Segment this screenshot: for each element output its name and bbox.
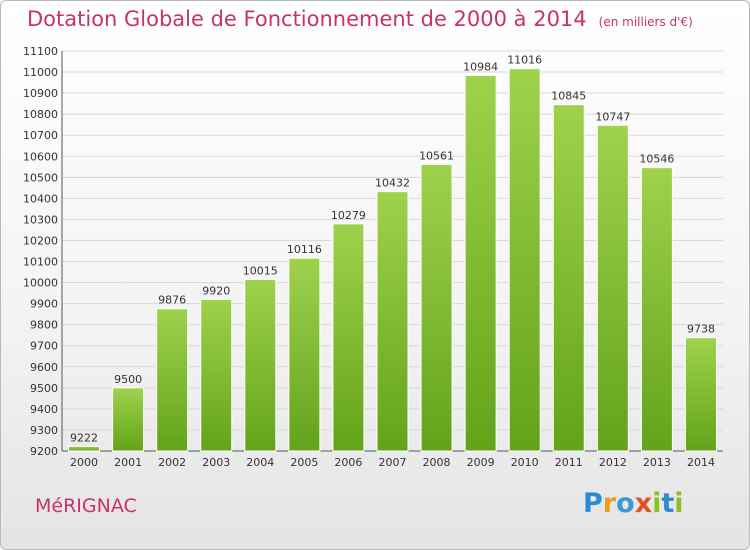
bar: [596, 124, 629, 452]
chart-title-text: Dotation Globale de Fonctionnement de 20…: [27, 7, 587, 31]
y-tick-label: 9800: [30, 319, 58, 332]
bar: [200, 298, 233, 452]
data-label: 9500: [114, 373, 142, 386]
bar: [552, 104, 585, 452]
bar: [684, 337, 717, 452]
y-tick-label: 10000: [23, 277, 58, 290]
x-tick-label: 2005: [290, 456, 318, 469]
y-tick-label: 9200: [30, 445, 58, 458]
y-tick-label: 10500: [23, 171, 58, 184]
bar: [68, 445, 101, 452]
proxiti-logo: Proxiti: [583, 488, 684, 519]
data-label: 11016: [507, 54, 542, 67]
bar: [464, 74, 497, 452]
bar: [332, 223, 365, 452]
value-labels: 9222 9500 9876 9920 10015 10116 10279 10432 1056…: [70, 54, 715, 445]
data-label: 9920: [202, 284, 230, 297]
data-label: 10432: [375, 177, 410, 190]
x-tick-label: 2012: [599, 456, 627, 469]
logo-letter: t: [661, 488, 675, 519]
y-tick-label: 10400: [23, 192, 58, 205]
commune-name: MéRIGNAC: [35, 495, 137, 517]
unit-note: (en milliers d'€): [598, 15, 693, 29]
data-label: 10984: [463, 60, 498, 73]
data-label: 10116: [287, 243, 322, 256]
data-label: 9876: [158, 294, 186, 307]
y-tick-label: 10100: [23, 256, 58, 269]
logo-letter: x: [634, 488, 653, 519]
data-label: 10747: [595, 110, 630, 123]
bar: [508, 68, 541, 452]
bar: [112, 387, 145, 452]
bar: [244, 278, 277, 452]
x-tick-label: 2002: [158, 456, 186, 469]
logo-letter: P: [583, 488, 603, 519]
x-tick-label: 2009: [467, 456, 495, 469]
y-tick-label: 9600: [30, 361, 58, 374]
y-tick-label: 11000: [23, 66, 58, 79]
x-tick-label: 2001: [114, 456, 142, 469]
chart-title: Dotation Globale de Fonctionnement de 20…: [27, 7, 693, 31]
data-label: 10015: [243, 264, 278, 277]
logo-letter: o: [616, 488, 635, 519]
bar: [288, 257, 321, 452]
x-tick-label: 2004: [246, 456, 274, 469]
y-axis-ticks: 9200 9300 9400 9500 9600 9700 9800 9900 10000 101…: [23, 45, 58, 458]
y-tick-label: 9400: [30, 403, 58, 416]
x-tick-label: 2000: [70, 456, 98, 469]
y-tick-label: 9500: [30, 382, 58, 395]
x-tick-label: 2008: [423, 456, 451, 469]
bar: [156, 308, 189, 452]
data-label: 9738: [687, 323, 715, 336]
bar: [640, 167, 673, 452]
bars: [68, 68, 717, 452]
bar: [420, 163, 453, 452]
bar: [376, 191, 409, 452]
y-tick-label: 10300: [23, 213, 58, 226]
x-tick-label: 2003: [202, 456, 230, 469]
logo-letter: r: [602, 488, 617, 519]
y-tick-label: 10600: [23, 150, 58, 163]
y-tick-label: 10200: [23, 234, 58, 247]
x-tick-label: 2013: [643, 456, 671, 469]
x-tick-label: 2010: [511, 456, 539, 469]
y-tick-label: 10900: [23, 87, 58, 100]
y-tick-label: 11100: [23, 45, 58, 58]
logo-letter: i: [652, 488, 662, 519]
x-axis-ticks: 2000 2001 2002 2003 2004 2005 2006 2007 2008 2009…: [70, 456, 715, 469]
data-label: 10845: [551, 90, 586, 103]
x-tick-label: 2006: [334, 456, 362, 469]
y-tick-label: 9300: [30, 424, 58, 437]
data-label: 10561: [419, 149, 454, 162]
logo-letter: i: [674, 488, 684, 519]
x-tick-label: 2007: [379, 456, 407, 469]
data-label: 9222: [70, 431, 98, 444]
data-label: 10279: [331, 209, 366, 222]
y-tick-label: 10800: [23, 108, 58, 121]
data-label: 10546: [639, 153, 674, 166]
y-tick-label: 9900: [30, 298, 58, 311]
x-tick-label: 2011: [555, 456, 583, 469]
y-tick-label: 10700: [23, 129, 58, 142]
x-tick-label: 2014: [687, 456, 715, 469]
y-tick-label: 9700: [30, 340, 58, 353]
